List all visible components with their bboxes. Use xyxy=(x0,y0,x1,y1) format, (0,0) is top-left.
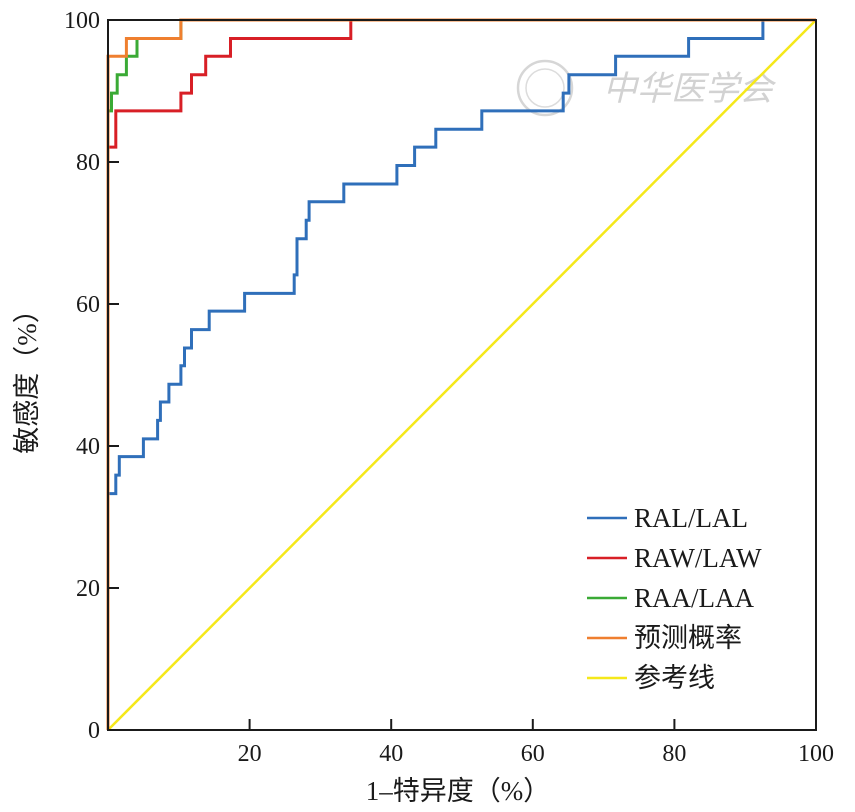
y-axis-title: 敏感度（%） xyxy=(12,296,42,454)
x-tick-label: 100 xyxy=(798,741,834,767)
plot-frame xyxy=(107,19,817,731)
x-axis-title: 1–特异度（%） xyxy=(366,776,551,806)
legend-label: 预测概率 xyxy=(634,623,742,653)
axis-ticks: 0 20 40 60 80 100 20 40 60 80 100 xyxy=(64,8,834,767)
x-tick-label: 40 xyxy=(379,741,403,767)
series-line-参考线 xyxy=(107,19,817,731)
watermark-text: 中华医学会 xyxy=(603,69,777,109)
x-tick-label: 20 xyxy=(238,741,262,767)
watermark-seal-inner-icon xyxy=(525,68,565,108)
y-tick-label: 0 xyxy=(88,718,100,744)
y-tick-label: 40 xyxy=(76,434,100,460)
legend-label: RAW/LAW xyxy=(634,543,762,573)
series-line-RAW/LAW xyxy=(106,18,816,730)
y-tick-label: 100 xyxy=(64,8,100,34)
legend-label: RAL/LAL xyxy=(634,503,748,533)
y-tick-label: 60 xyxy=(76,292,100,318)
x-tick-label: 80 xyxy=(662,741,686,767)
watermark-logo: 中华医学会 xyxy=(516,59,777,117)
y-tick-label: 80 xyxy=(76,150,100,176)
x-tick-label: 60 xyxy=(521,741,545,767)
watermark-seal-icon xyxy=(516,59,574,117)
legend-label: 参考线 xyxy=(634,663,715,693)
legend-label: RAA/LAA xyxy=(634,583,754,613)
y-tick-label: 20 xyxy=(76,576,100,602)
series-line-RAL/LAL xyxy=(106,18,816,730)
